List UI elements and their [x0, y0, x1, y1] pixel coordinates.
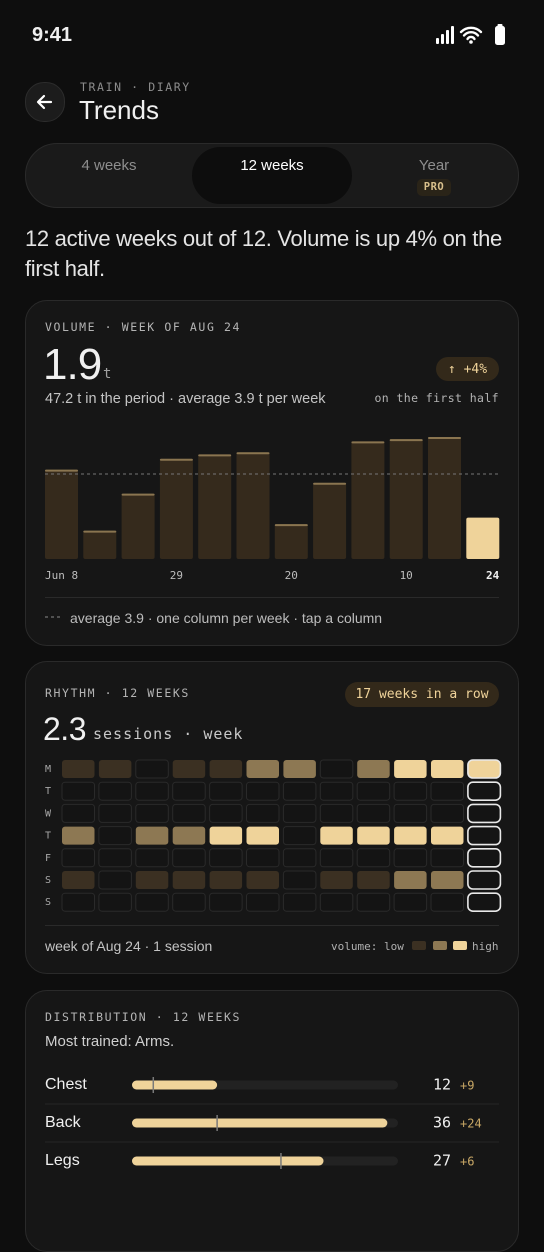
legend-note: · one column per week · tap a column — [147, 610, 383, 626]
sessions-unit: sessions · week — [93, 725, 244, 743]
tab[interactable]: Year — [418, 157, 450, 174]
rhythm-card — [25, 661, 519, 974]
header-eyebrow: TRAIN · DIARY — [80, 80, 191, 94]
distribution-subtitle: Most trained: Arms. — [45, 1033, 175, 1050]
rhythm-footer: week of Aug 24 · 1 session — [45, 938, 213, 954]
legend-high: high — [472, 940, 499, 953]
back-icon — [36, 94, 53, 110]
distribution-card — [25, 990, 519, 1252]
divider — [45, 925, 499, 926]
legend-low: volume: low — [331, 940, 404, 953]
streak-pill: 17 weeks in a row — [345, 682, 499, 707]
legend-average: 3.9 — [124, 610, 144, 626]
unit: t — [103, 366, 112, 382]
tab-active[interactable]: 12 weeks — [240, 157, 304, 174]
page: {"status_bar": {"time": "9:41"}, "header… — [25, 24, 519, 1252]
pro-badge: PRO — [417, 179, 451, 196]
volume-legend: average 3.9 · one column per week · tap … — [70, 610, 382, 626]
card-eyebrow: VOLUME · WEEK OF AUG 24 — [45, 320, 242, 334]
legend-dash — [45, 616, 63, 618]
header-title: Trends — [79, 95, 159, 125]
divider — [45, 597, 499, 598]
back-button[interactable] — [25, 82, 65, 122]
status-icons — [436, 24, 505, 45]
current-volume: 1.9 — [43, 340, 102, 389]
tab[interactable]: 4 weeks — [81, 157, 137, 174]
clock: 9:41 — [32, 24, 73, 46]
card-eyebrow: RHYTHM · 12 WEEKS — [45, 686, 190, 700]
change-pill: ↑ +4% — [436, 357, 499, 381]
sessions-value: 2.3 — [43, 711, 86, 747]
legend-swatches — [412, 941, 467, 950]
summary: 12 active weeks out of 12. Volume is up … — [25, 226, 502, 281]
volume-subtitle: 47.2 t in the period · average 3.9 t per… — [45, 391, 326, 407]
tab-active-bg — [192, 147, 352, 204]
change-note: on the first half — [374, 391, 499, 405]
card-eyebrow: DISTRIBUTION · 12 WEEKS — [45, 1010, 242, 1024]
legend-label: average — [70, 610, 121, 626]
